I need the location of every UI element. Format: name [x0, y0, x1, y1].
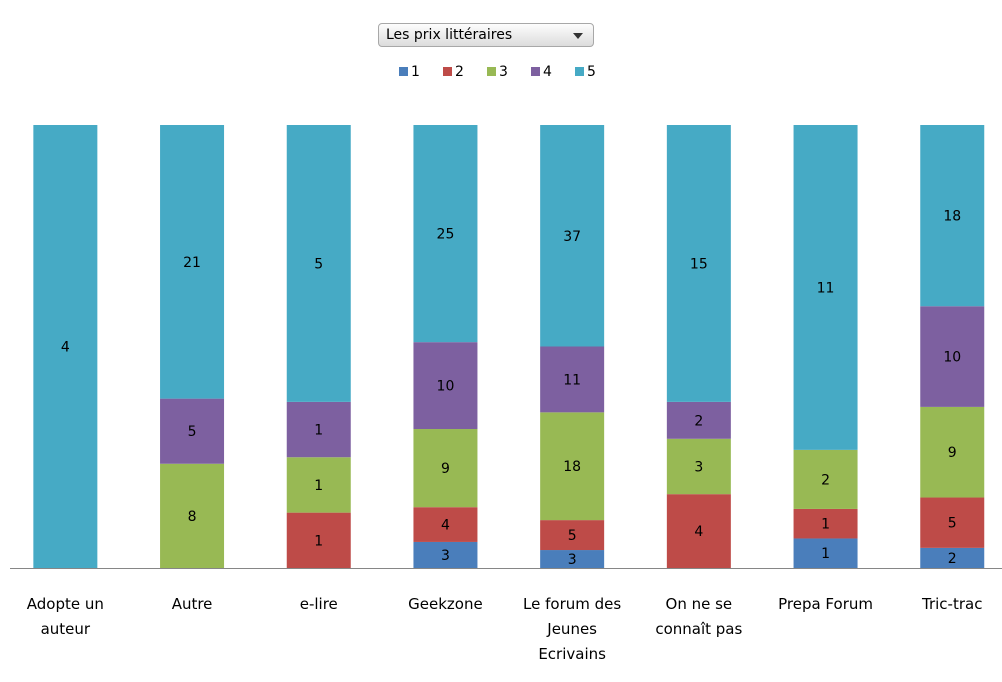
data-label: 5 — [948, 516, 957, 532]
bar-segment — [286, 512, 351, 568]
data-label: 9 — [948, 445, 957, 461]
bar-segment — [540, 412, 605, 521]
bar-segment — [793, 508, 858, 539]
data-label: 3 — [568, 552, 577, 568]
bar-segment — [540, 550, 605, 568]
data-label: 3 — [694, 459, 703, 475]
legend-label: 5 — [587, 64, 596, 80]
bar-segment — [920, 547, 985, 568]
bar-segment — [920, 306, 985, 407]
bar-segment — [413, 429, 478, 508]
data-label: 9 — [441, 461, 450, 477]
legend-swatch — [575, 67, 584, 76]
bar-segment — [666, 494, 731, 568]
legend-swatch — [443, 67, 452, 76]
data-label: 1 — [314, 533, 323, 549]
bar-segment — [286, 457, 351, 513]
bar-segment — [920, 406, 985, 498]
bar-segment — [666, 438, 731, 495]
bar-segment — [160, 125, 225, 399]
dropdown-arrow[interactable] — [573, 33, 583, 39]
bar-segment — [413, 125, 478, 343]
bar-segment — [793, 125, 858, 450]
data-label: 1 — [314, 478, 323, 494]
data-label: 5 — [314, 256, 323, 272]
bar-segment — [286, 401, 351, 458]
data-label: 18 — [943, 209, 961, 225]
data-label: 1 — [314, 423, 323, 439]
legend-swatch — [531, 67, 540, 76]
data-label: 25 — [437, 227, 455, 243]
data-label: 11 — [817, 280, 835, 296]
legend-swatch — [399, 67, 408, 76]
bar-segment — [666, 125, 731, 402]
data-label: 3 — [441, 548, 450, 564]
data-label: 10 — [437, 379, 455, 395]
data-label: 15 — [690, 256, 708, 272]
bar-segment — [540, 520, 605, 551]
data-label: 11 — [563, 372, 581, 388]
data-label: 18 — [563, 459, 581, 475]
bar-segment — [540, 346, 605, 413]
data-label: 4 — [441, 518, 450, 534]
bar-segment — [793, 449, 858, 509]
data-label: 4 — [61, 340, 70, 356]
legend-label: 1 — [411, 64, 420, 80]
data-label: 2 — [694, 413, 703, 429]
data-label: 8 — [188, 509, 197, 525]
bar-segment — [920, 125, 985, 307]
x-tick-label: Adopte un auteur — [26, 595, 104, 638]
bar-segment — [160, 463, 225, 568]
data-label: 1 — [821, 546, 830, 562]
bar-segment — [413, 507, 478, 542]
data-label: 37 — [563, 229, 581, 245]
x-tick-label: On ne se connaît pas — [655, 595, 743, 638]
bar-segment — [160, 398, 225, 464]
bar-segment — [413, 342, 478, 430]
data-label: 5 — [568, 528, 577, 544]
legend-label: 3 — [499, 64, 508, 80]
x-tick-label: Le forum des Jeunes Ecrivains — [523, 595, 622, 663]
data-label: 5 — [188, 424, 197, 440]
bar-segment — [33, 125, 98, 568]
legend-swatch — [487, 67, 496, 76]
bar-segment — [666, 401, 731, 439]
bar-segment — [793, 538, 858, 568]
data-label: 2 — [948, 551, 957, 567]
legend-label: 2 — [455, 64, 464, 80]
bar-segment — [286, 125, 351, 402]
bar-segment — [413, 541, 478, 568]
bar-segment — [540, 125, 605, 347]
data-label: 2 — [821, 472, 830, 488]
legend-label: 4 — [543, 64, 552, 80]
x-tick-label: Geekzone — [408, 595, 483, 613]
x-tick-label: Prepa Forum — [778, 595, 873, 613]
x-tick-label: Tric-trac — [922, 595, 983, 613]
bar-segment — [920, 497, 985, 548]
filter-label[interactable]: Les prix littéraires — [386, 27, 513, 43]
x-tick-label: e-lire — [299, 595, 338, 613]
filter-dropdown[interactable]: Les prix littéraires — [378, 23, 594, 47]
data-label: 4 — [694, 524, 703, 540]
data-label: 1 — [821, 517, 830, 533]
data-label: 10 — [943, 350, 961, 366]
data-label: 21 — [183, 255, 201, 271]
x-tick-label: Autre — [171, 595, 213, 613]
